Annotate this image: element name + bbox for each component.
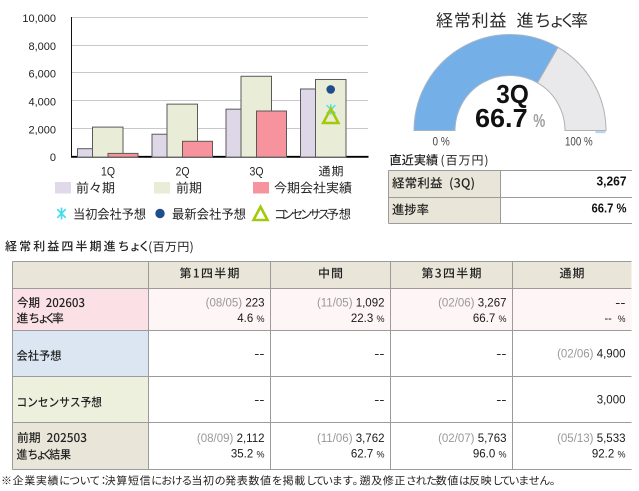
svg-text:-- %: -- % <box>605 313 626 325</box>
svg-text:10,000: 10,000 <box>22 13 56 25</box>
svg-text:35.2 %: 35.2 % <box>231 449 265 461</box>
svg-text:--: -- <box>496 349 506 361</box>
svg-text:--: -- <box>254 395 264 407</box>
svg-text:(05/13) 5,533: (05/13) 5,533 <box>557 433 625 445</box>
svg-text:8,000: 8,000 <box>28 41 56 53</box>
svg-text:(08/05) 223: (08/05) 223 <box>206 298 265 310</box>
svg-text:(02/06) 4,900: (02/06) 4,900 <box>557 349 625 361</box>
svg-text:(02/07) 5,763: (02/07) 5,763 <box>438 433 506 445</box>
svg-text:--: -- <box>496 395 506 407</box>
svg-text:%: % <box>533 111 545 131</box>
svg-text:3,000: 3,000 <box>597 395 626 407</box>
svg-text:96.0 %: 96.0 % <box>473 449 507 461</box>
svg-text:3Q: 3Q <box>496 79 529 109</box>
svg-text:(11/05) 1,092: (11/05) 1,092 <box>317 298 385 310</box>
svg-text:0 %: 0 % <box>433 135 450 149</box>
svg-text:0: 0 <box>50 152 56 164</box>
svg-text:2,000: 2,000 <box>28 124 56 136</box>
svg-text:--: -- <box>374 349 384 361</box>
svg-text:92.2 %: 92.2 % <box>592 449 626 461</box>
svg-text:22.3 %: 22.3 % <box>351 313 385 325</box>
svg-text:4.6 %: 4.6 % <box>237 313 264 325</box>
svg-text:4,000: 4,000 <box>28 97 56 109</box>
svg-text:(11/06) 3,762: (11/06) 3,762 <box>317 433 385 445</box>
svg-text:100 %: 100 % <box>565 135 593 149</box>
svg-text:(08/09) 2,112: (08/09) 2,112 <box>197 433 265 445</box>
svg-text:--: -- <box>374 395 384 407</box>
svg-text:66.7: 66.7 <box>475 103 528 133</box>
svg-text:66.7 %: 66.7 % <box>473 313 507 325</box>
svg-text:3,267: 3,267 <box>597 174 627 189</box>
svg-text:--: -- <box>254 349 264 361</box>
svg-text:1Q: 1Q <box>101 165 115 179</box>
svg-text:66.7 %: 66.7 % <box>592 201 627 216</box>
svg-text:2Q: 2Q <box>176 165 190 179</box>
svg-text:6,000: 6,000 <box>28 69 56 81</box>
svg-text:--: -- <box>615 298 625 310</box>
svg-text:62.7 %: 62.7 % <box>351 449 385 461</box>
svg-text:(02/06) 3,267: (02/06) 3,267 <box>438 298 506 310</box>
svg-text:3Q: 3Q <box>250 165 264 179</box>
